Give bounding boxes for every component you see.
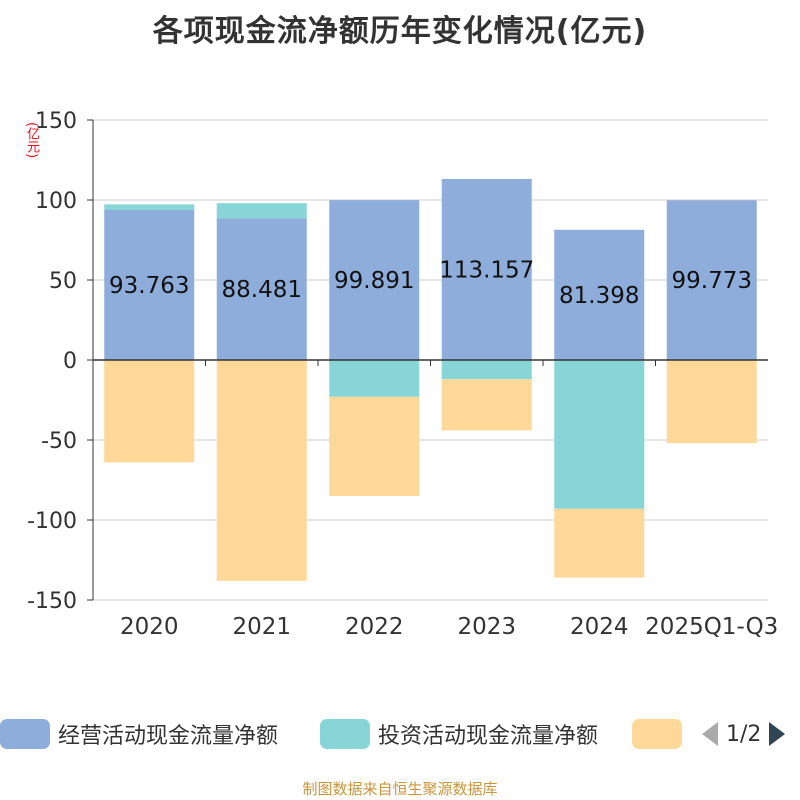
data-label-2021: 88.481 [222,277,302,303]
bar-2022-series-1 [329,360,420,397]
bar-2023-series-2 [441,379,532,431]
chart-canvas: 150 100 50 0 -50 -100 -150 93.763 88.481 99.891 11… [27,109,778,640]
legend-label-investing: 投资活动现金流量净额 [378,724,599,749]
y-tick-label: -50 [41,429,77,454]
bar-2024-series-1 [554,360,645,509]
bar-2020-series-2 [104,360,195,463]
data-label-2022: 99.891 [334,268,414,294]
legend-label-operating: 经营活动现金流量净额 [58,724,279,749]
bar-2023-series-1 [441,360,532,380]
y-tick-label: -100 [27,509,77,534]
y-tick-label: 150 [35,109,77,134]
bar-2024-series-2 [554,508,645,578]
x-tick-label-2020: 2020 [120,614,179,640]
bar-2021-series-2 [216,360,307,581]
data-label-2023: 113.157 [439,257,534,283]
legend-swatch-financing [632,719,682,749]
bar-2021-series-1 [216,203,307,219]
bar-2025Q1-Q3-series-2 [666,360,757,444]
bar-2022-series-2 [329,396,420,496]
data-label-2025Q1-Q3: 99.773 [672,268,752,294]
bar-2022-series-0 [329,200,420,360]
data-label-2020: 93.763 [109,273,189,299]
prev-page-icon[interactable] [700,721,720,747]
y-tick-label: -150 [27,589,77,614]
source-footer: 制图数据来自恒生聚源数据库 [302,780,498,798]
legend-page-indicator: 1/2 [726,721,762,747]
legend-item-financing[interactable] [632,717,690,751]
legend-swatch-operating [0,719,50,749]
x-tick-label-2022: 2022 [345,614,404,640]
legend-pager: 1/2 [700,717,787,751]
data-label-2024: 81.398 [559,283,639,309]
bar-2020-series-0 [104,209,195,360]
bar-2025Q1-Q3-series-0 [666,200,757,360]
x-tick-label-2025Q1-Q3: 2025Q1-Q3 [645,614,778,640]
bar-2023-series-0 [441,178,532,360]
y-axis-unit: (亿元) [24,122,39,159]
x-tick-label-2024: 2024 [570,614,629,640]
next-page-icon[interactable] [767,721,787,747]
x-tick-label-2023: 2023 [457,614,516,640]
bar-2024-series-0 [554,229,645,360]
y-tick-label: 100 [35,189,77,214]
legend-item-operating[interactable]: 经营活动现金流量净额 [0,717,278,751]
legend-item-investing[interactable]: 投资活动现金流量净额 [320,717,598,751]
bar-2021-series-0 [216,218,307,360]
y-tick-label: 0 [63,349,77,374]
x-tick-label-2021: 2021 [232,614,291,640]
y-tick-label: 50 [49,269,77,294]
legend-swatch-investing [320,719,370,749]
chart-title: 各项现金流净额历年变化情况(亿元) [152,14,648,49]
bar-2020-series-1 [104,204,195,210]
